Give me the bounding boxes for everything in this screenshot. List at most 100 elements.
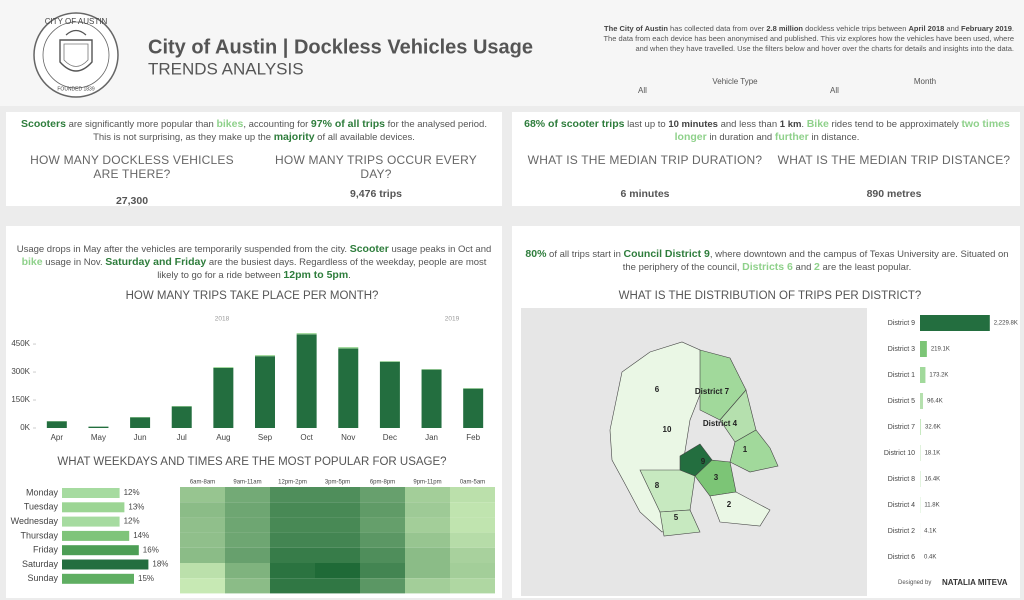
x-tick-label: Aug	[216, 433, 230, 442]
value-label: 14%	[133, 531, 149, 540]
text-segment: and less than	[717, 119, 780, 130]
map-label: District 4	[703, 419, 738, 428]
bar-segment	[255, 355, 275, 357]
category-label: District 1	[888, 372, 915, 379]
bar	[62, 488, 120, 498]
filter-label: Vehicle Type	[712, 77, 758, 86]
heat-cell	[450, 563, 495, 579]
y-tick-label: 450K	[11, 339, 30, 348]
text-segment: two times longer	[674, 118, 1010, 143]
text-segment: The City of Austin	[604, 24, 668, 33]
value-label: 18%	[152, 560, 168, 569]
bar	[920, 445, 921, 461]
text-segment: , accounting for	[243, 119, 311, 130]
heat-cell	[180, 532, 225, 548]
category-label: Saturday	[22, 559, 59, 569]
category-label: Sunday	[27, 573, 58, 583]
category-label: Wednesday	[11, 516, 59, 526]
heat-cell	[450, 578, 495, 594]
heat-cell	[225, 532, 270, 548]
map-label: 9	[701, 457, 706, 466]
text-segment: are the least popular.	[819, 262, 912, 273]
bar-segment	[296, 334, 317, 428]
column-label: 0am-5am	[460, 480, 485, 486]
heat-cell	[405, 517, 450, 533]
heat-cell	[315, 578, 360, 594]
heat-cell	[450, 532, 495, 548]
bar	[62, 573, 134, 584]
value-label: 16%	[143, 545, 159, 554]
x-tick-label: Oct	[300, 433, 313, 442]
panel	[512, 112, 1020, 206]
text-segment: and	[944, 24, 962, 33]
bar-segment	[463, 388, 484, 389]
value-label: 18.1K	[925, 451, 941, 457]
category-label: District 9	[888, 320, 915, 327]
text-segment: 10 minutes	[668, 119, 718, 130]
heat-cell	[270, 487, 315, 503]
bar	[920, 315, 990, 331]
bar-segment	[379, 361, 400, 362]
heat-cell	[180, 578, 225, 594]
map-region	[659, 509, 701, 537]
bar	[62, 516, 120, 527]
map-label: 8	[655, 481, 660, 490]
heat-cell	[225, 563, 270, 579]
filter-value[interactable]: All	[638, 86, 647, 95]
text-segment: are the busiest days. Regardless of the …	[157, 257, 487, 281]
bar	[62, 545, 139, 556]
text-segment: of all available devices.	[314, 132, 415, 143]
text-segment: and	[792, 262, 815, 273]
bar-segment	[213, 367, 234, 368]
x-tick-label: May	[91, 433, 106, 442]
heat-cell	[360, 532, 405, 548]
column-label: 6pm-8pm	[370, 480, 395, 486]
text-segment: April 2018	[908, 24, 945, 33]
insight-text: 80% of all trips start in Council Distri…	[520, 248, 1014, 274]
kpi-question: HOW MANY DOCKLESS VEHICLES ARE THERE?	[30, 153, 234, 181]
filter-value[interactable]: All	[830, 86, 839, 95]
heat-cell	[360, 502, 405, 518]
heat-cell	[225, 502, 270, 518]
bar	[62, 530, 130, 541]
y-tick-label: 0K	[20, 423, 30, 432]
x-tick-label: Nov	[341, 433, 355, 442]
heat-cell	[450, 502, 495, 518]
bar	[62, 502, 125, 513]
value-label: 11.8K	[924, 503, 939, 509]
bar-segment	[88, 426, 109, 428]
text-segment: Bike	[806, 118, 829, 130]
map-label: 10	[663, 425, 672, 434]
heat-cell	[360, 563, 405, 579]
text-segment: further	[774, 131, 809, 143]
text-segment: are significantly more popular than	[65, 119, 217, 130]
kpi-answer: 27,300	[115, 195, 149, 207]
map-region	[639, 469, 696, 513]
map-label: 6	[655, 385, 660, 394]
bar-segment	[171, 406, 192, 428]
x-tick-label: Apr	[51, 433, 64, 442]
heat-cell	[225, 487, 270, 503]
filter-label: Month	[913, 77, 937, 86]
category-label: District 2	[888, 528, 915, 535]
value-label: 13%	[128, 502, 144, 511]
category-label: Thursday	[20, 530, 58, 540]
heat-cell	[270, 563, 315, 579]
bar-segment	[213, 367, 234, 428]
heat-cell	[405, 502, 450, 518]
bar-segment	[338, 347, 359, 349]
text-segment: Council District 9	[623, 248, 710, 260]
bar-segment	[421, 369, 442, 370]
value-label: 96.4K	[927, 399, 943, 405]
heat-cell	[270, 578, 315, 594]
bar-segment	[296, 333, 317, 335]
text-segment: last up to	[624, 119, 669, 130]
heat-cell	[225, 517, 270, 533]
bar-segment	[130, 417, 151, 428]
x-tick-label: Jul	[177, 433, 187, 442]
value-label: 2,229.8K	[994, 321, 1018, 327]
heat-cell	[450, 487, 495, 503]
text-segment: February 2019	[961, 24, 1012, 33]
subtitle: TRENDS ANALYSIS	[148, 59, 304, 78]
